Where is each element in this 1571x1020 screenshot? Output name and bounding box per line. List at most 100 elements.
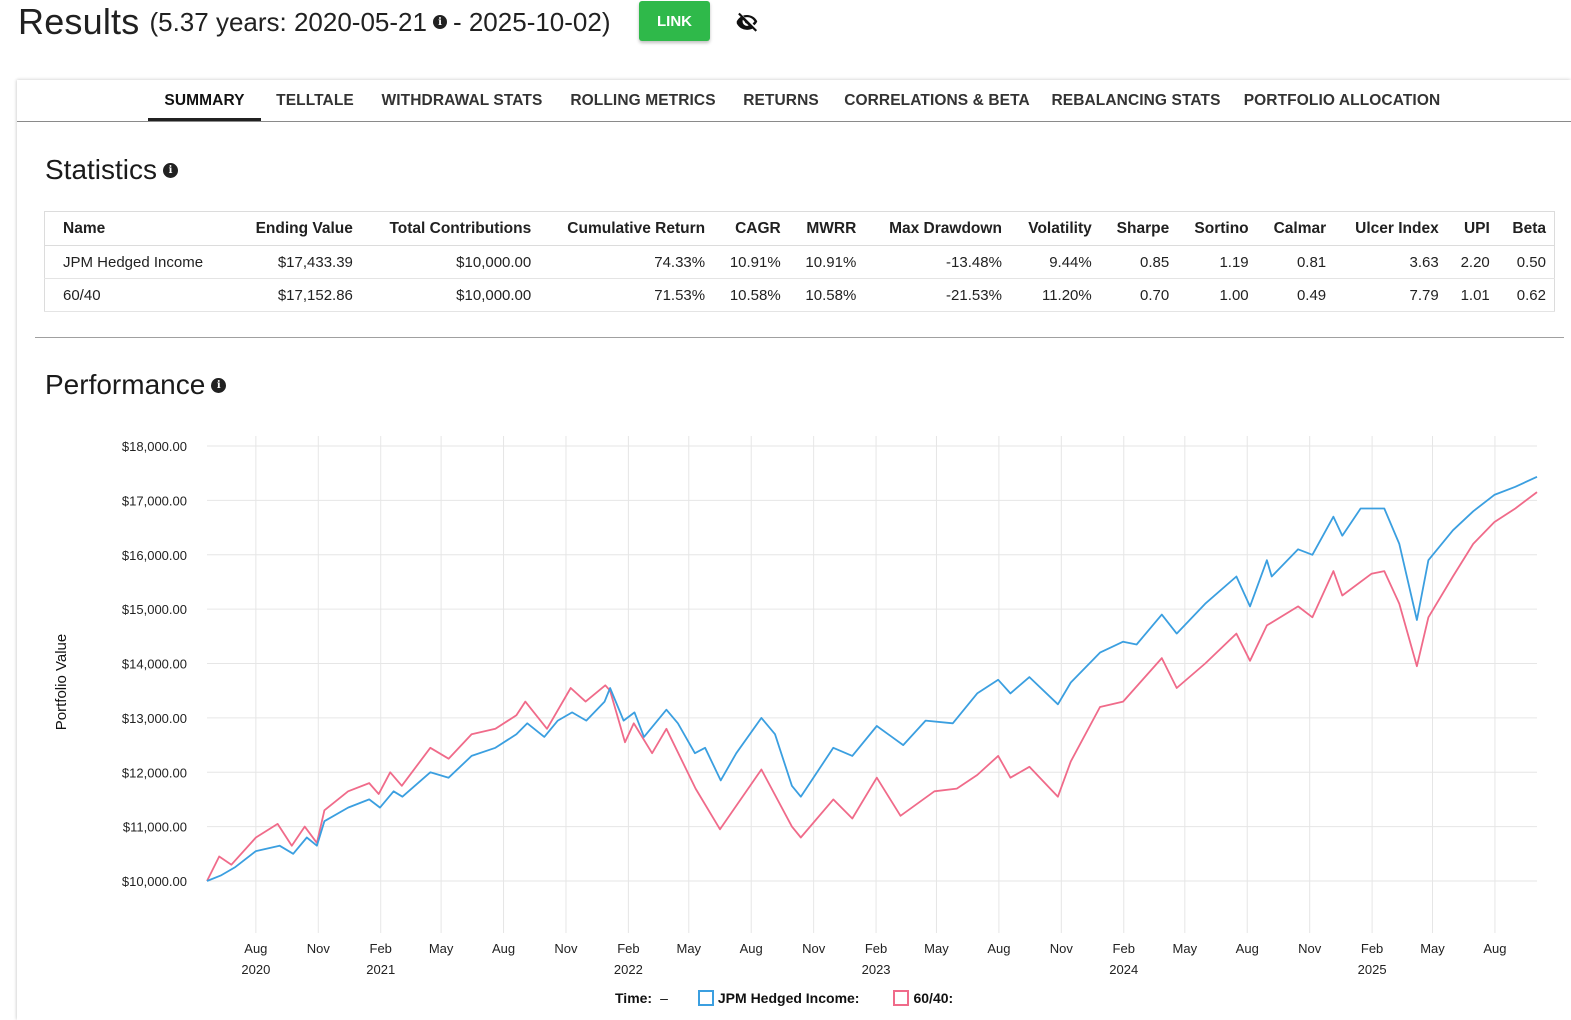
x-tick-label: Nov: [307, 941, 331, 956]
x-tick-label: May: [1420, 941, 1445, 956]
col-header[interactable]: Beta: [1497, 211, 1555, 246]
cell: 0.50: [1497, 245, 1555, 279]
results-header: Results (5.37 years: 2020-05-21 i - 2025…: [18, 0, 611, 44]
chart-legend: Time: – JPM Hedged Income: 60/40:: [615, 990, 953, 1006]
date-range-start: (5.37 years: 2020-05-21: [149, 6, 427, 37]
tab-portfolio-allocation[interactable]: PORTFOLIO ALLOCATION: [1243, 92, 1441, 109]
x-tick-year: 2025: [1358, 962, 1387, 977]
y-tick-label: $18,000.00: [122, 439, 187, 454]
tab-telltale[interactable]: TELLTALE: [276, 92, 354, 109]
sixty-forty-line: [206, 491, 1538, 882]
cell: JPM Hedged Income: [44, 245, 233, 279]
x-tick-label: Nov: [554, 941, 578, 956]
cell: 2.20: [1446, 245, 1498, 279]
x-tick-year: 2022: [614, 962, 643, 977]
x-tick-label: Nov: [1298, 941, 1322, 956]
statistics-heading: Statistics i: [45, 154, 184, 186]
col-header[interactable]: MWRR: [788, 211, 865, 246]
statistics-info-icon[interactable]: i: [163, 162, 179, 178]
performance-heading: Performance i: [45, 369, 232, 401]
y-tick-label: $12,000.00: [122, 765, 187, 780]
x-tick-year: 2020: [241, 962, 270, 977]
link-button[interactable]: LINK: [639, 1, 710, 41]
col-header[interactable]: Name: [44, 211, 233, 246]
col-header[interactable]: Total Contributions: [360, 211, 540, 246]
cell: 10.91%: [788, 245, 865, 279]
col-header[interactable]: Sharpe: [1099, 211, 1178, 246]
legend-time-value: –: [660, 990, 668, 1006]
x-tick-label: Feb: [865, 941, 887, 956]
cell: 11.20%: [1009, 278, 1100, 312]
legend-time-label: Time:: [615, 990, 653, 1006]
table-header-row: Name Ending Value Total Contributions Cu…: [44, 211, 1555, 246]
tab-withdrawal-stats[interactable]: WITHDRAWAL STATS: [381, 92, 543, 109]
x-tick-label: Aug: [492, 941, 515, 956]
cell: 1.19: [1177, 245, 1257, 279]
y-tick-label: $17,000.00: [122, 493, 187, 508]
legend-series-6040[interactable]: 60/40:: [913, 990, 954, 1006]
cell: $17,152.86: [232, 278, 361, 312]
y-tick-label: $13,000.00: [122, 711, 187, 726]
cell: -21.53%: [864, 278, 1010, 312]
x-tick-label: Feb: [1113, 941, 1135, 956]
cell: 9.44%: [1009, 245, 1100, 279]
tab-rolling-metrics[interactable]: ROLLING METRICS: [570, 92, 716, 109]
y-tick-label: $15,000.00: [122, 602, 187, 617]
col-header[interactable]: Sortino: [1177, 211, 1257, 246]
cell: 0.85: [1099, 245, 1178, 279]
legend-swatch-6040[interactable]: [893, 990, 910, 1006]
cell: 0.70: [1099, 278, 1178, 312]
tab-rebalancing-stats[interactable]: REBALANCING STATS: [1051, 92, 1221, 109]
cell: 60/40: [44, 278, 233, 312]
performance-info-icon[interactable]: i: [211, 377, 227, 393]
eye-off-icon[interactable]: [733, 8, 761, 36]
date-range-end: - 2025-10-02): [452, 6, 611, 37]
statistics-table: Name Ending Value Total Contributions Cu…: [44, 211, 1555, 312]
cell: 10.58%: [713, 278, 789, 312]
cell: $10,000.00: [360, 278, 540, 312]
x-tick-label: Feb: [617, 941, 639, 956]
tab-correlations-beta[interactable]: CORRELATIONS & BETA: [844, 92, 1030, 109]
cell: -13.48%: [864, 245, 1010, 279]
performance-chart[interactable]: $10,000.00 $11,000.00 $12,000.00 $13,000.00…: [0, 400, 1571, 985]
x-tick-label: Aug: [1236, 941, 1259, 956]
col-header[interactable]: Volatility: [1009, 211, 1100, 246]
col-header[interactable]: Ulcer Index: [1334, 211, 1447, 246]
cell: $10,000.00: [360, 245, 540, 279]
col-header[interactable]: UPI: [1446, 211, 1498, 246]
x-tick-year: 2023: [862, 962, 891, 977]
tab-bar: SUMMARY TELLTALE WITHDRAWAL STATS ROLLIN…: [17, 80, 1571, 122]
col-header[interactable]: Max Drawdown: [864, 211, 1010, 246]
cell: 0.62: [1497, 278, 1555, 312]
tab-returns[interactable]: RETURNS: [743, 92, 819, 109]
date-range: (5.37 years: 2020-05-21 i - 2025-10-02): [149, 7, 610, 38]
cell: 71.53%: [539, 278, 714, 312]
y-tick-label: $11,000.00: [123, 820, 187, 835]
info-icon[interactable]: i: [432, 15, 447, 29]
active-tab-indicator: [148, 118, 261, 121]
y-tick-label: $16,000.00: [122, 548, 187, 563]
col-header[interactable]: Calmar: [1256, 211, 1335, 246]
cell: 10.91%: [713, 245, 789, 279]
x-tick-year: 2021: [366, 962, 395, 977]
x-tick-label: May: [429, 941, 454, 956]
x-tick-label: Aug: [1483, 941, 1506, 956]
cell: 0.49: [1256, 278, 1335, 312]
y-tick-label: $14,000.00: [122, 657, 187, 672]
statistics-title: Statistics: [45, 154, 158, 185]
results-title: Results: [18, 1, 140, 42]
x-tick-label: May: [1173, 941, 1198, 956]
cell: 0.81: [1256, 245, 1335, 279]
cell: 74.33%: [539, 245, 714, 279]
legend-series-jpm[interactable]: JPM Hedged Income:: [717, 990, 860, 1006]
table-row: 60/40 $17,152.86 $10,000.00 71.53% 10.58…: [44, 278, 1555, 312]
cell: 10.58%: [788, 278, 865, 312]
legend-swatch-jpm[interactable]: [697, 990, 714, 1006]
col-header[interactable]: Cumulative Return: [539, 211, 714, 246]
col-header[interactable]: Ending Value: [232, 211, 361, 246]
col-header[interactable]: CAGR: [713, 211, 789, 246]
x-tick-label: Nov: [1050, 941, 1074, 956]
cell: 1.01: [1446, 278, 1498, 312]
tab-summary[interactable]: SUMMARY: [164, 92, 245, 109]
table-row: JPM Hedged Income $17,433.39 $10,000.00 …: [44, 245, 1555, 279]
